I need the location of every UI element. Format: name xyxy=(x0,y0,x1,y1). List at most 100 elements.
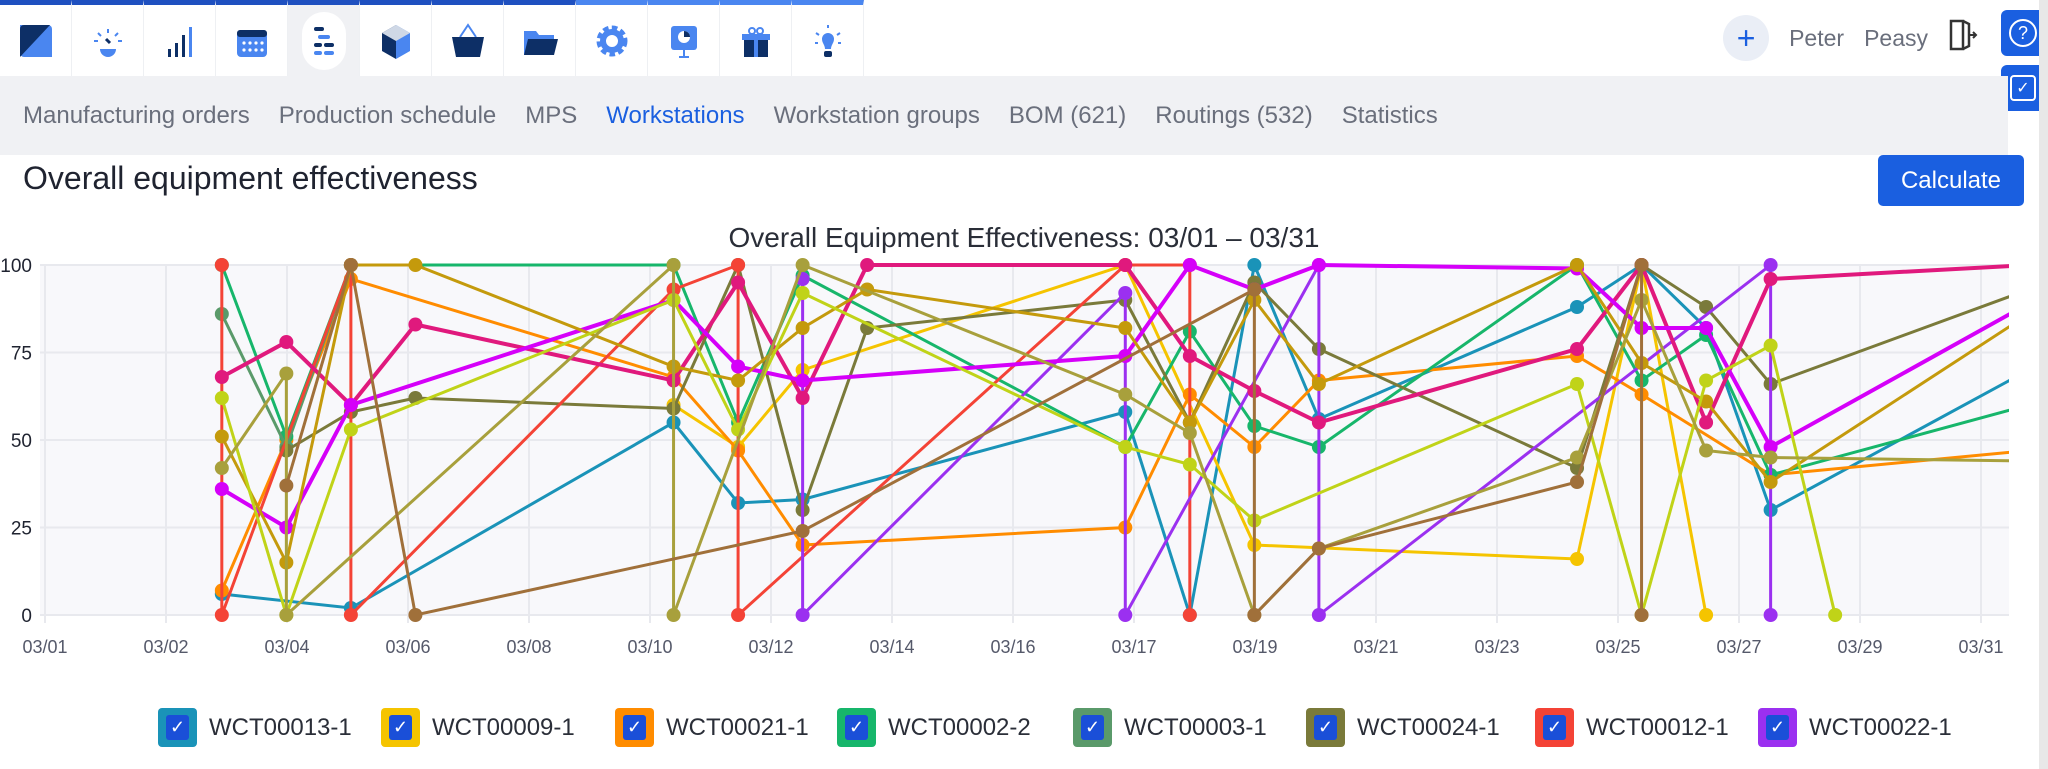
module-tab-signal-bars[interactable] xyxy=(144,0,216,76)
data-point[interactable] xyxy=(1182,258,1197,272)
data-point[interactable] xyxy=(1182,415,1197,430)
data-point[interactable] xyxy=(1311,377,1326,391)
data-point[interactable] xyxy=(1182,457,1197,472)
data-point[interactable] xyxy=(1699,415,1714,430)
logout-icon[interactable] xyxy=(1948,18,1978,58)
legend-checkbox[interactable]: ✓ xyxy=(615,708,654,747)
data-point[interactable] xyxy=(1311,258,1326,272)
legend-checkbox[interactable]: ✓ xyxy=(1306,708,1345,747)
data-point[interactable] xyxy=(1763,450,1778,465)
legend-checkbox[interactable]: ✓ xyxy=(158,708,197,747)
data-point[interactable] xyxy=(1118,321,1133,335)
legend-item[interactable]: ✓ WCT00002-2 xyxy=(837,708,1031,747)
data-point[interactable] xyxy=(279,478,294,493)
data-point[interactable] xyxy=(1570,475,1585,489)
module-tab-logo[interactable] xyxy=(0,0,72,76)
data-point[interactable] xyxy=(1699,443,1714,458)
data-point[interactable] xyxy=(795,258,810,272)
data-point[interactable] xyxy=(1763,608,1778,622)
subnav-statistics[interactable]: Statistics xyxy=(1341,101,1438,129)
legend-checkbox[interactable]: ✓ xyxy=(381,708,420,747)
data-point[interactable] xyxy=(214,608,229,622)
data-point[interactable] xyxy=(1118,440,1133,454)
data-point[interactable] xyxy=(731,373,746,388)
add-button[interactable]: + xyxy=(1723,15,1770,61)
data-point[interactable] xyxy=(279,366,294,381)
module-tab-gear[interactable] xyxy=(576,0,648,76)
help-button[interactable]: ? xyxy=(2001,10,2045,56)
data-point[interactable] xyxy=(1570,300,1585,314)
data-point[interactable] xyxy=(1311,608,1326,622)
subnav-routings[interactable]: Routings (532) xyxy=(1155,101,1313,129)
legend-checkbox[interactable]: ✓ xyxy=(1073,708,1112,747)
subnav-mps[interactable]: MPS xyxy=(525,101,578,129)
data-point[interactable] xyxy=(1182,608,1197,622)
data-point[interactable] xyxy=(1699,373,1714,388)
module-tab-box[interactable] xyxy=(360,0,432,76)
data-point[interactable] xyxy=(2022,307,2036,321)
data-point[interactable] xyxy=(1763,338,1778,353)
user-first-name[interactable]: Peter xyxy=(1789,24,1845,51)
data-point[interactable] xyxy=(795,524,810,538)
legend-item[interactable]: ✓ WCT00024-1 xyxy=(1306,708,1500,747)
data-point[interactable] xyxy=(666,258,681,272)
data-point[interactable] xyxy=(795,391,810,405)
tasks-button[interactable]: ✓ xyxy=(2001,65,2045,111)
data-point[interactable] xyxy=(2022,363,2036,377)
data-point[interactable] xyxy=(1699,321,1714,335)
data-point[interactable] xyxy=(731,359,746,374)
data-point[interactable] xyxy=(795,373,810,388)
data-point[interactable] xyxy=(1182,426,1197,440)
data-point[interactable] xyxy=(2022,444,2036,458)
legend-item[interactable]: ✓ WCT00009-1 xyxy=(381,708,575,747)
data-point[interactable] xyxy=(1247,258,1262,272)
legend-item[interactable]: ✓ WCT00013-1 xyxy=(158,708,352,747)
data-point[interactable] xyxy=(860,258,875,272)
module-tab-presentation[interactable] xyxy=(648,0,720,76)
data-point[interactable] xyxy=(1118,258,1133,272)
data-point[interactable] xyxy=(214,258,229,272)
data-point[interactable] xyxy=(1763,258,1778,272)
data-point[interactable] xyxy=(343,398,358,412)
data-point[interactable] xyxy=(1763,475,1778,489)
legend-item[interactable]: ✓ WCT00022-1 xyxy=(1758,708,1952,747)
data-point[interactable] xyxy=(408,608,423,622)
data-point[interactable] xyxy=(343,258,358,272)
data-point[interactable] xyxy=(795,608,810,622)
data-point[interactable] xyxy=(1634,258,1649,272)
legend-checkbox[interactable]: ✓ xyxy=(1758,708,1797,747)
subnav-workstations[interactable]: Workstations xyxy=(606,101,745,129)
module-tab-calendar[interactable] xyxy=(216,0,288,76)
data-point[interactable] xyxy=(731,275,746,290)
data-point[interactable] xyxy=(2022,297,2036,311)
subnav-manufacturing-orders[interactable]: Manufacturing orders xyxy=(23,101,250,129)
data-point[interactable] xyxy=(1570,258,1585,272)
data-point[interactable] xyxy=(1118,286,1133,300)
module-tab-dashboard-gauge[interactable] xyxy=(72,0,144,76)
data-point[interactable] xyxy=(214,391,229,405)
calculate-button[interactable]: Calculate xyxy=(1878,155,2024,206)
module-tab-production-planning[interactable] xyxy=(288,0,360,76)
module-tab-folder[interactable] xyxy=(504,0,576,76)
data-point[interactable] xyxy=(1182,349,1197,363)
data-point[interactable] xyxy=(214,370,229,384)
legend-item[interactable]: ✓ WCT00003-1 xyxy=(1073,708,1267,747)
data-point[interactable] xyxy=(2022,398,2036,412)
data-point[interactable] xyxy=(1311,415,1326,430)
data-point[interactable] xyxy=(1699,608,1714,622)
data-point[interactable] xyxy=(1570,342,1585,356)
data-point[interactable] xyxy=(795,286,810,300)
legend-checkbox[interactable]: ✓ xyxy=(837,708,876,747)
data-point[interactable] xyxy=(279,335,294,349)
data-point[interactable] xyxy=(1118,387,1133,402)
data-point[interactable] xyxy=(666,608,681,622)
data-point[interactable] xyxy=(2022,258,2036,272)
data-point[interactable] xyxy=(214,461,229,475)
data-point[interactable] xyxy=(2022,283,2036,297)
user-last-name[interactable]: Peasy xyxy=(1864,24,1928,51)
data-point[interactable] xyxy=(1570,450,1585,465)
data-point[interactable] xyxy=(1828,608,1843,622)
data-point[interactable] xyxy=(1763,272,1778,286)
data-point[interactable] xyxy=(1311,541,1326,556)
subnav-bom[interactable]: BOM (621) xyxy=(1008,101,1127,129)
